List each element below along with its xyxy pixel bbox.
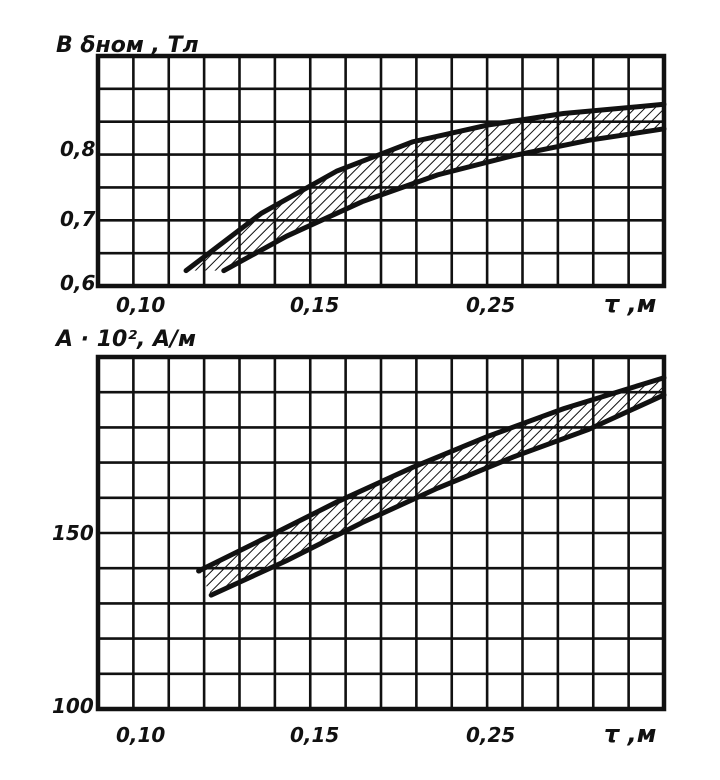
- bottom-hatched-band: [198, 377, 664, 596]
- bottom-lower-boundary-line: [208, 392, 667, 598]
- top-x-tick-label: 0,10: [116, 293, 165, 317]
- top-y-tick-label: 0,8: [60, 137, 96, 161]
- top-x-tick-label: 0,15: [290, 293, 339, 317]
- bottom-x-axis-label: τ ,м: [604, 720, 656, 748]
- top-upper-boundary-line: [183, 101, 667, 274]
- top-y-tick-label: 0,6: [60, 271, 96, 295]
- bottom-chart-plot: [196, 375, 667, 598]
- top-x-tick-label: 0,25: [466, 293, 515, 317]
- top-hatched-band: [186, 104, 665, 271]
- top-x-axis-label: τ ,м: [604, 290, 656, 318]
- top-lower-boundary-line: [221, 126, 667, 274]
- bottom-x-tick-label: 0,25: [466, 723, 515, 747]
- bottom-y-tick-label: 100: [52, 694, 94, 718]
- top-y-axis-label: B δном , Тл: [56, 33, 199, 58]
- bottom-y-tick-label: 150: [52, 521, 94, 545]
- bottom-x-tick-label: 0,10: [116, 723, 165, 747]
- bottom-y-axis-label: A · 10², А/м: [54, 327, 196, 352]
- top-y-tick-label: 0,7: [60, 207, 96, 231]
- bottom-x-tick-label: 0,15: [290, 723, 339, 747]
- top-chart-plot: [183, 101, 667, 274]
- bottom-upper-boundary-line: [196, 375, 667, 574]
